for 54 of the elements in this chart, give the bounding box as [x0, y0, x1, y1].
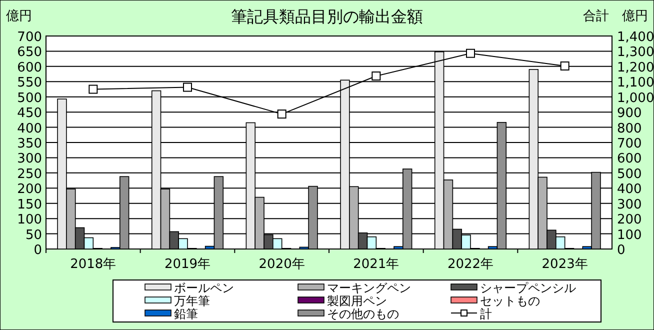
- legend-label: 万年筆: [174, 294, 210, 308]
- y2-tick-label: 800: [617, 121, 642, 136]
- legend-label: 鉛筆: [174, 307, 198, 321]
- y2-tick-label: 1,200: [617, 60, 654, 76]
- y-tick-label: 400: [17, 121, 42, 136]
- y-tick-label: 250: [17, 166, 42, 182]
- y-tick-label: 100: [17, 212, 42, 228]
- legend-label: その他のもの: [327, 307, 399, 321]
- point: [277, 110, 286, 119]
- y2-tick-label: 300: [617, 197, 642, 212]
- y-tick-label: 550: [17, 76, 42, 91]
- legend-label: セットもの: [480, 294, 540, 308]
- y-tick-label: 450: [17, 106, 42, 122]
- point: [466, 48, 475, 58]
- y2-tick-label: 0: [617, 243, 626, 258]
- y-tick-label: 650: [17, 45, 42, 60]
- x-tick-label: 2019年: [164, 257, 211, 272]
- y-tick-label: 600: [17, 60, 42, 76]
- y2-tick-label: 100: [617, 228, 642, 243]
- y-tick-label: 150: [17, 197, 42, 212]
- y2-tick-label: 1,000: [617, 90, 654, 106]
- legend-label: シャープペンシル: [480, 281, 576, 295]
- x-tick-label: 2022年: [447, 257, 494, 272]
- x-tick-label: 2018年: [70, 257, 116, 272]
- point: [88, 84, 98, 94]
- y-tick-label: 700: [17, 30, 42, 45]
- y-tick-label: 350: [17, 136, 42, 152]
- y2-tick-label: 1,400: [617, 30, 654, 45]
- y2-tick-label: 600: [617, 152, 642, 167]
- point: [183, 82, 192, 92]
- x-tick-label: 2020年: [258, 257, 305, 272]
- y-tick-label: 50: [25, 228, 42, 243]
- y-axis-title: 億円: [6, 9, 32, 24]
- y-tick-label: 0: [34, 243, 42, 258]
- point: [560, 61, 570, 70]
- y2-axis-title: 合計 億円: [583, 9, 648, 24]
- chart-title: 筆記具類品目別の輸出金額: [231, 7, 423, 26]
- point: [372, 72, 381, 81]
- x-tick-label: 2021年: [353, 257, 400, 272]
- x-tick-label: 2023年: [542, 257, 588, 272]
- y-tick-label: 200: [17, 182, 42, 198]
- legend-label: マーキングペン: [327, 281, 411, 295]
- y2-tick-label: 200: [617, 212, 642, 228]
- y-tick-label: 300: [17, 152, 42, 167]
- y2-tick-label: 400: [617, 182, 642, 198]
- legend-label: 製図用ペン: [327, 294, 387, 308]
- y2-tick-label: 1,100: [617, 76, 654, 91]
- y-tick-label: 500: [17, 90, 42, 106]
- y2-tick-label: 900: [617, 106, 642, 122]
- y2-tick-label: 700: [617, 136, 642, 152]
- y2-tick-label: 500: [617, 166, 642, 182]
- legend-label: 計: [480, 307, 492, 321]
- legend-label: ボールペン: [174, 281, 234, 295]
- y2-tick-label: 1,300: [617, 45, 654, 60]
